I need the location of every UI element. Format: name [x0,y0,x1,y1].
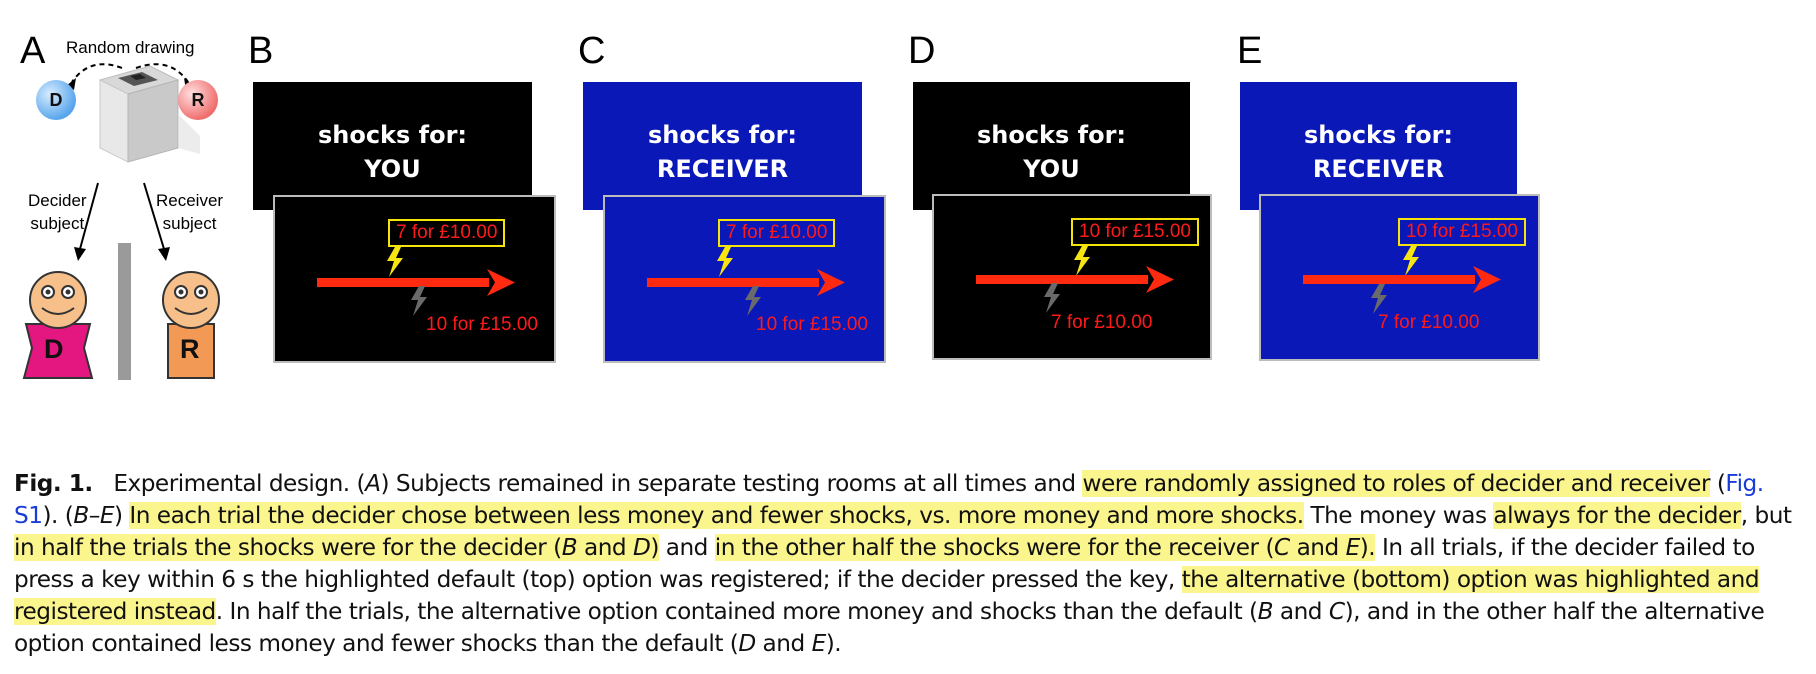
receiver-label-line1: Receiver [156,191,224,210]
panel-e-arrow-icon [1303,266,1501,293]
panel-b-title-screen: shocks for: YOU [253,82,532,210]
decider-label-line2: subject [30,214,85,233]
caption-text: ). [825,630,842,657]
gray-bolt-icon [1044,283,1060,313]
gray-bolt-icon [411,286,427,316]
panel-e-title-line2: RECEIVER [1312,155,1445,183]
caption-highlight-part: and [1289,534,1346,561]
caption-text: and [1273,598,1329,625]
panel-letter-d: D [908,30,936,72]
caption-highlight-part: in half the trials the shocks were for t… [14,534,562,561]
panel-e-alternative-option: 7 for £10.00 [1378,312,1480,333]
caption-italic: C [1328,598,1345,625]
panel-e-default-option: 10 for £15.00 [1398,218,1526,246]
caption-highlight: in half the trials the shocks were for t… [14,534,659,561]
panel-d-alternative-option: 7 for £10.00 [1051,312,1153,333]
panel-b-title: shocks for: YOU [253,118,532,186]
decider-shirt-letter: D [44,334,64,364]
panel-c-options-screen: 7 for £10.00 10 for £15.00 [603,195,886,363]
caption-text: . In half the trials, the alternative op… [215,598,1258,625]
panel-b-options-screen: 7 for £10.00 10 for £15.00 [273,195,556,363]
caption-highlight: In each trial the decider chose between … [129,502,1304,529]
caption-italic: B [561,534,578,561]
panel-d-title-line1: shocks for: [976,121,1127,149]
yellow-bolt-icon [387,247,403,277]
caption-highlight-part: ) [650,534,659,561]
gray-bolt-icon [745,286,761,316]
panel-c-arrow-icon [647,269,845,296]
yellow-bolt-icon [717,247,733,277]
caption-highlight: always for the decider [1493,502,1741,529]
caption-highlight-part: in the other half the shocks were for th… [714,534,1275,561]
receiver-figure-icon [162,271,220,379]
panel-letter-b: B [248,30,274,72]
caption-text: ) [113,502,130,529]
yellow-bolt-icon [1074,246,1090,276]
caption-italic: E [1345,534,1361,561]
panel-d-arrow-icon [976,266,1174,293]
panel-c-title: shocks for: RECEIVER [583,118,862,186]
panel-b-default-option: 7 for £10.00 [388,219,506,247]
panel-e-title-line1: shocks for: [1303,121,1454,149]
random-drawing-label: Random drawing [66,38,195,57]
caption-italic: D [738,630,756,657]
panel-letter-a: A [20,30,46,72]
panel-e-title: shocks for: RECEIVER [1240,118,1517,186]
panel-letter-e: E [1237,30,1263,72]
caption-text: , but [1740,502,1792,529]
caption-highlight-part: and [577,534,633,561]
decider-circle: D [36,80,76,120]
role-arrows [74,182,170,261]
caption-text: ( [1710,470,1726,497]
caption-highlight-part: ). [1359,534,1376,561]
caption-italic: A [365,470,381,497]
caption-text: ), and in the other half the alternative… [14,598,1765,657]
panel-b-title-line1: shocks for: [317,121,468,149]
panel-c-title-line2: RECEIVER [656,155,789,183]
caption-italic: D [632,534,651,561]
panel-e-options-screen: 10 for £15.00 7 for £10.00 [1259,194,1540,361]
panel-d-default-option: 10 for £15.00 [1071,218,1199,246]
panel-letter-c: C [578,30,606,72]
caption-highlight: were randomly assigned to roles of decid… [1082,470,1710,497]
caption-text: ). ( [42,502,74,529]
caption-text: ) Subjects remained in separate testing … [380,470,1083,497]
caption-text: The money was [1303,502,1494,529]
panel-c-title-line1: shocks for: [647,121,798,149]
caption-italic: B–E [73,502,114,529]
caption-text: In all trials, if the decider failed to … [14,534,1755,593]
decider-subject-label: Decider subject [28,189,87,235]
panel-d-title: shocks for: YOU [913,118,1190,186]
caption-italic: B [1257,598,1274,625]
room-divider [118,243,131,380]
yellow-bolt-icon [1403,246,1419,276]
figure-caption: Fig. 1. Experimental design. (A) Subject… [14,468,1802,660]
figure-number: Fig. 1. [14,470,93,497]
panel-c-alternative-option: 10 for £15.00 [756,314,868,335]
panel-d-title-screen: shocks for: YOU [913,82,1190,210]
panel-e-title-screen: shocks for: RECEIVER [1240,82,1517,210]
receiver-label-line2: subject [162,214,217,233]
gray-bolt-icon [1371,284,1387,314]
panel-d-options-screen: 10 for £15.00 7 for £10.00 [932,194,1212,360]
caption-highlight: in the other half the shocks were for th… [714,534,1376,561]
panel-c-default-option: 7 for £10.00 [718,219,836,247]
panel-b-title-line2: YOU [364,155,421,183]
caption-text: and [658,534,715,561]
panel-b-arrow-icon [317,269,515,296]
panel-b-alternative-option: 10 for £15.00 [426,314,538,335]
random-drawing-box-illustration [66,63,200,163]
decider-figure-icon [22,271,94,379]
caption-text: and [755,630,812,657]
panel-d-title-line2: YOU [1023,155,1080,183]
panel-c-title-screen: shocks for: RECEIVER [583,82,862,210]
caption-italic: E [811,630,827,657]
decider-label-line1: Decider [28,191,87,210]
fig-s1-link[interactable]: Fig. S1 [14,470,1764,529]
receiver-circle: R [178,80,218,120]
receiver-shirt-letter: R [180,334,200,364]
caption-italic: C [1274,534,1290,561]
caption-text: Experimental design. ( [113,470,366,497]
receiver-subject-label: Receiver subject [156,189,223,235]
